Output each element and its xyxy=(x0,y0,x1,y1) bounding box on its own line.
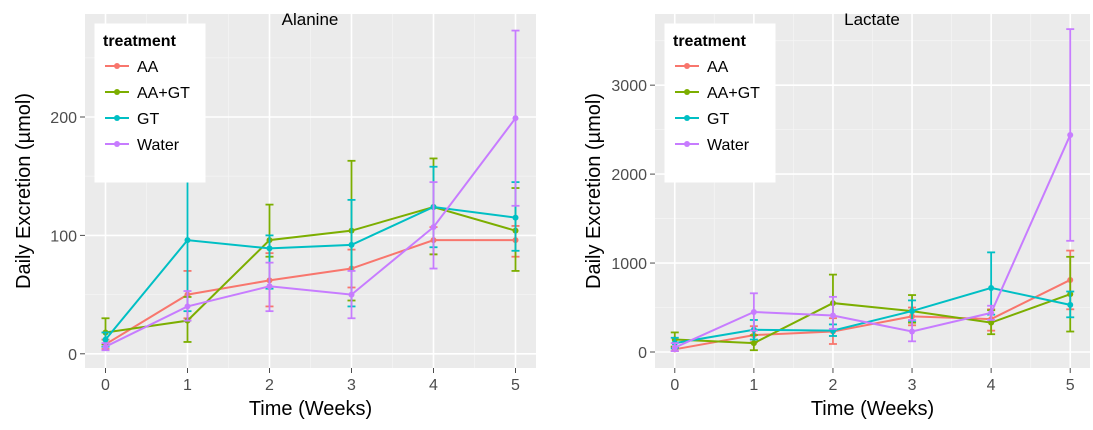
data-point xyxy=(829,312,836,319)
y-axis-label: Daily Excretion (µmol) xyxy=(13,93,35,289)
legend-key-point xyxy=(684,141,690,147)
x-tick-label: 0 xyxy=(670,377,679,394)
x-axis-label: Time (Weeks) xyxy=(249,398,372,420)
x-tick-label: 5 xyxy=(511,377,520,394)
legend-key-point xyxy=(114,89,120,95)
legend-key-point xyxy=(684,115,690,121)
data-point xyxy=(266,283,273,290)
legend-box xyxy=(94,23,206,183)
data-point xyxy=(988,309,995,316)
data-point xyxy=(348,291,355,298)
series-water xyxy=(670,28,1075,353)
series-line xyxy=(674,293,1071,345)
y-tick-label: 1000 xyxy=(611,256,647,273)
legend-label: AA xyxy=(137,59,159,76)
legend-label: Water xyxy=(137,137,180,154)
legend-key-point xyxy=(684,63,690,69)
x-tick-label: 1 xyxy=(749,377,758,394)
chart-panel-0: 0 1 2 3 4 5 0 100 200 Alanine Time (Weeks) Daily Ex… xyxy=(13,10,536,420)
data-point xyxy=(909,328,916,335)
legend-title: treatment xyxy=(673,33,747,50)
legend-label: GT xyxy=(137,111,159,128)
y-tick-label: 100 xyxy=(50,228,77,245)
legend-key-point xyxy=(114,115,120,121)
data-point xyxy=(988,319,995,326)
data-point xyxy=(1067,131,1074,138)
series-line xyxy=(104,239,516,346)
y-tick-label: 3000 xyxy=(611,78,647,95)
y-tick-label: 2000 xyxy=(611,167,647,184)
legend-label: GT xyxy=(707,111,729,128)
chart-title: Lactate xyxy=(844,10,900,29)
y-tick-label: 0 xyxy=(68,347,77,364)
data-point xyxy=(1067,301,1074,308)
x-tick-label: 2 xyxy=(265,377,274,394)
series-water xyxy=(101,29,520,352)
series-line xyxy=(674,134,1072,349)
y-tick-label: 0 xyxy=(638,345,647,362)
series-line xyxy=(674,286,1071,345)
legend-title: treatment xyxy=(103,33,177,50)
legend: treatment AA AA+GT GT Water xyxy=(94,23,206,183)
legend-key-point xyxy=(114,63,120,69)
data-point xyxy=(102,336,109,343)
x-tick-label: 5 xyxy=(1066,377,1075,394)
x-tick-label: 0 xyxy=(101,377,110,394)
legend-key-point xyxy=(114,141,120,147)
data-point xyxy=(184,237,191,244)
x-tick-label: 3 xyxy=(908,377,917,394)
data-point xyxy=(512,115,519,122)
legend-label: AA xyxy=(707,59,729,76)
legend-label: AA+GT xyxy=(137,85,190,102)
x-tick-label: 2 xyxy=(829,377,838,394)
x-tick-label: 1 xyxy=(183,377,192,394)
legend-key-point xyxy=(684,89,690,95)
chart-panel-1: 0 1 2 3 4 5 0 1000 2000 3000 Lactate Time (Weeks) Da… xyxy=(583,10,1090,420)
data-point xyxy=(909,308,916,315)
data-point xyxy=(988,284,995,291)
data-point xyxy=(671,344,678,351)
y-axis-label: Daily Excretion (µmol) xyxy=(583,93,605,289)
chart-title: Alanine xyxy=(282,10,339,29)
x-tick-label: 4 xyxy=(987,377,996,394)
data-point xyxy=(512,214,519,221)
x-tick-label: 3 xyxy=(347,377,356,394)
legend: treatment AA AA+GT GT Water xyxy=(664,23,776,183)
x-tick-label: 4 xyxy=(429,377,438,394)
data-point xyxy=(184,303,191,310)
data-point xyxy=(430,224,437,231)
data-point xyxy=(102,343,109,350)
legend-label: AA+GT xyxy=(707,85,760,102)
legend-label: Water xyxy=(707,137,750,154)
legend-box xyxy=(664,23,776,183)
series-line xyxy=(105,117,517,348)
data-point xyxy=(266,245,273,252)
data-point xyxy=(348,241,355,248)
x-axis-label: Time (Weeks) xyxy=(811,398,934,420)
data-point xyxy=(750,308,757,315)
series-line xyxy=(105,205,516,334)
y-tick-label: 200 xyxy=(50,110,77,127)
data-point xyxy=(750,340,757,347)
